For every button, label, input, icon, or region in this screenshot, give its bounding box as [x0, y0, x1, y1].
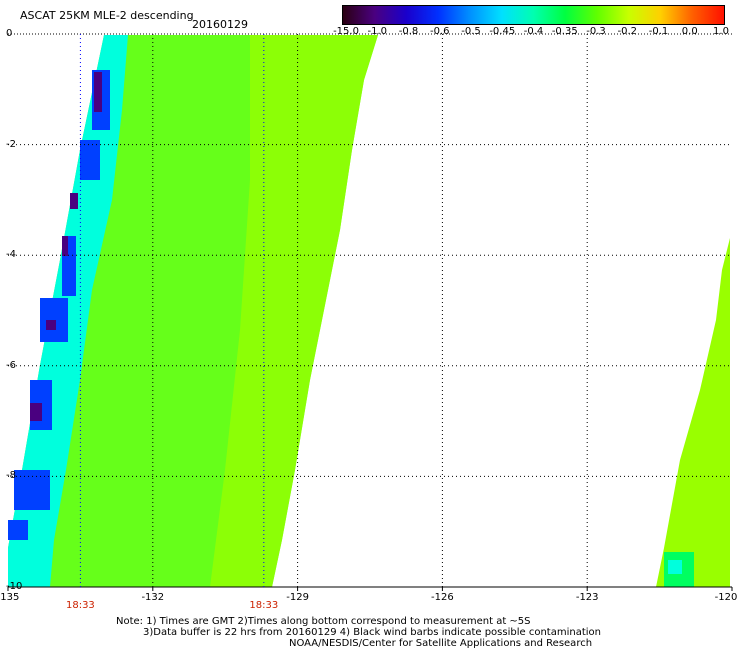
- very-low-value-patch: [46, 320, 56, 330]
- latitude-label: -8: [6, 470, 16, 482]
- latitude-label: 0: [6, 28, 13, 39]
- colorbar-tick-label: -0.35: [551, 26, 578, 37]
- latitude-label: -10: [6, 581, 23, 592]
- swath-right: [656, 238, 730, 587]
- longitude-label: -135: [0, 592, 20, 603]
- pass-time-label: 18:33: [65, 600, 95, 611]
- latitude-label: -4: [6, 249, 16, 261]
- colorbar: [342, 5, 725, 25]
- note-line-2: 3)Data buffer is 22 hrs from 20160129 4)…: [143, 627, 601, 638]
- colorbar-tick-label: -0.6: [429, 26, 450, 37]
- low-value-patch: [80, 140, 100, 180]
- colorbar-tick-label: 1.0: [713, 26, 729, 37]
- colorbar-tick-label: -0.8: [398, 26, 419, 37]
- colorbar-tick-label: -0.4: [523, 26, 544, 37]
- colorbar-tick-label: -0.3: [586, 26, 606, 37]
- longitude-label: -120: [714, 592, 738, 603]
- colorbar-tick-label: -0.5: [461, 26, 481, 37]
- colorbar-tick-label: -0.2: [617, 26, 638, 37]
- colorbar-tick-label: -0.1: [648, 26, 669, 37]
- note-line-1: Note: 1) Times are GMT 2)Times along bot…: [116, 616, 531, 627]
- very-low-value-patch: [94, 72, 102, 112]
- longitude-label: -129: [286, 592, 309, 603]
- longitude-label: -123: [575, 592, 599, 603]
- very-low-value-patch: [30, 403, 42, 421]
- chart-title: ASCAT 25KM MLE-2 descending: [20, 9, 194, 22]
- very-low-value-patch: [70, 193, 78, 209]
- swath-right-cyan-patch: [668, 560, 682, 574]
- latitude-label: -6: [6, 359, 16, 371]
- longitude-label: -132: [141, 592, 165, 603]
- swath-left-east-band: [210, 35, 378, 587]
- very-low-value-patch: [62, 236, 68, 256]
- colorbar-tick-label: 0.0: [681, 26, 698, 37]
- chart-date: 20160129: [192, 18, 248, 31]
- low-value-patch: [8, 520, 28, 540]
- colorbar-tick-label: -1.0: [367, 26, 388, 37]
- note-line-3: NOAA/NESDIS/Center for Satellite Applica…: [289, 638, 593, 649]
- longitude-label: -126: [431, 592, 454, 603]
- latitude-label: -2: [6, 138, 16, 150]
- colorbar-tick-label: -15.0: [333, 26, 359, 37]
- colorbar-tick-label: -0.45: [489, 26, 516, 37]
- pass-time-label: 18:33: [249, 600, 279, 611]
